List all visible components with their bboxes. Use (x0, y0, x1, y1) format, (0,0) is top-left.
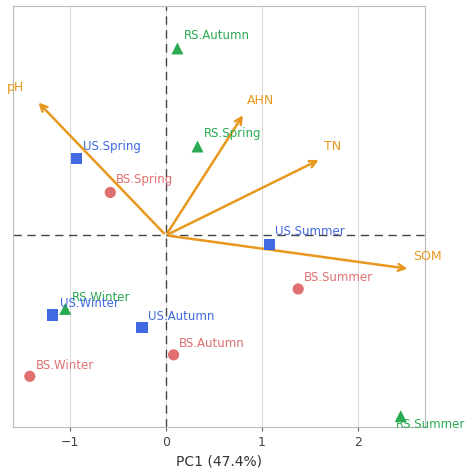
Point (26, 373, 34, 380)
Text: BS.Summer: BS.Summer (304, 272, 373, 284)
Point (73, 155, 81, 163)
Text: US.Spring: US.Spring (83, 140, 141, 153)
Text: AHN: AHN (246, 94, 273, 107)
Text: US.Autumn: US.Autumn (148, 310, 214, 323)
Text: RS.Winter: RS.Winter (72, 292, 130, 304)
Point (294, 285, 302, 293)
Text: SOM: SOM (413, 250, 442, 263)
Point (265, 241, 273, 248)
Point (107, 189, 114, 196)
Text: pH: pH (7, 82, 24, 94)
Point (170, 351, 177, 359)
Text: TN: TN (324, 140, 341, 153)
Point (397, 412, 404, 420)
Text: US.Summer: US.Summer (275, 226, 345, 238)
Point (49, 311, 56, 319)
Point (194, 143, 201, 150)
Text: BS.Autumn: BS.Autumn (179, 337, 245, 350)
Point (173, 45, 181, 52)
Point (62, 305, 69, 313)
Text: US.Winter: US.Winter (60, 297, 118, 310)
Text: BS.Spring: BS.Spring (116, 173, 173, 186)
Text: RS.Summer: RS.Summer (396, 419, 465, 431)
Text: RS.Autumn: RS.Autumn (184, 29, 250, 42)
Text: BS.Winter: BS.Winter (36, 359, 94, 372)
X-axis label: PC1 (47.4%): PC1 (47.4%) (176, 455, 262, 468)
Text: RS.Spring: RS.Spring (204, 128, 262, 140)
Point (138, 323, 146, 331)
